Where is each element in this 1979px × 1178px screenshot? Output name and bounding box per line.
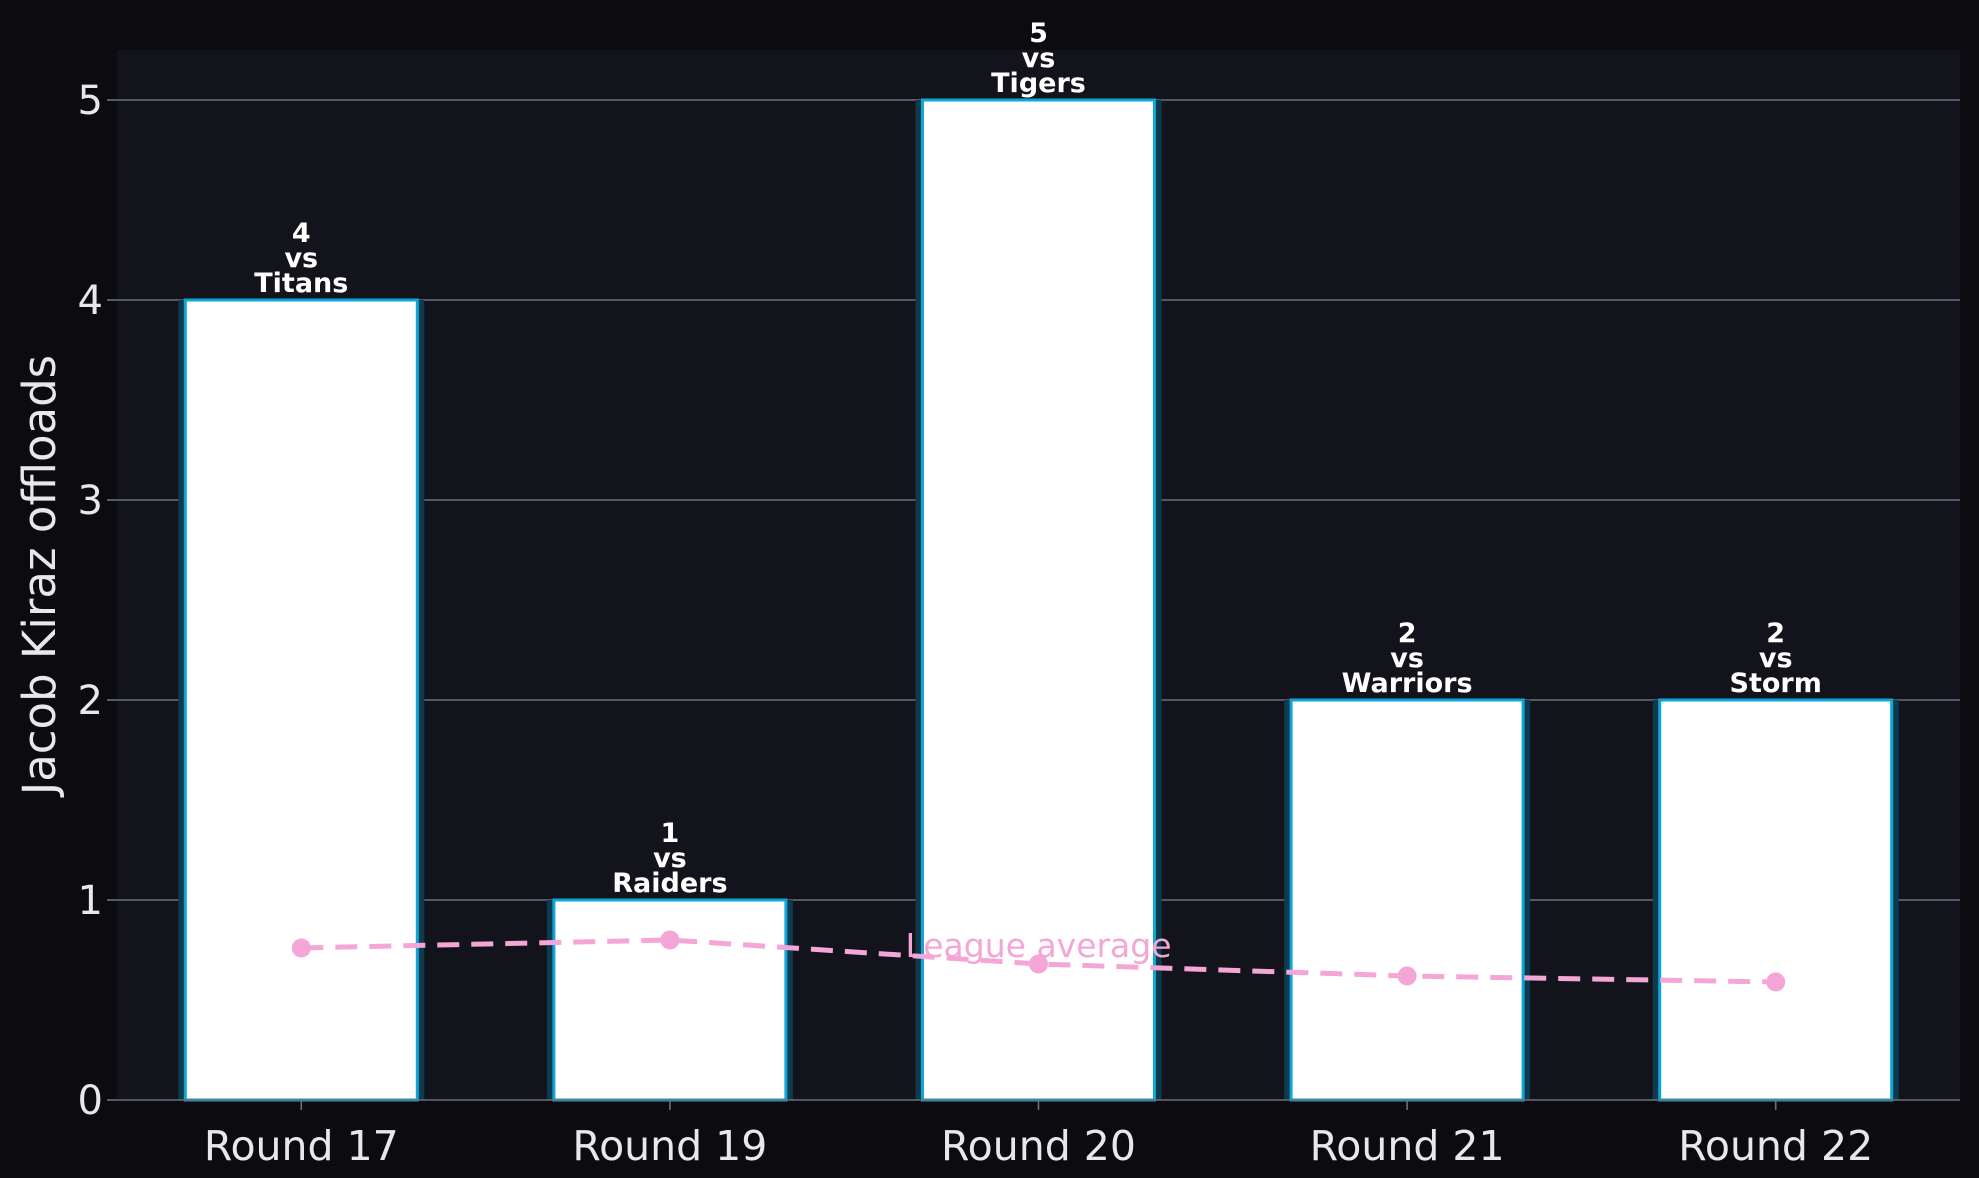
x-tick-label: Round 20 xyxy=(941,1122,1136,1170)
x-tick-label: Round 22 xyxy=(1678,1122,1873,1170)
average-point xyxy=(660,930,680,950)
x-tick-label: Round 21 xyxy=(1310,1122,1505,1170)
average-line xyxy=(301,937,1776,985)
x-tick-label: Round 19 xyxy=(572,1122,767,1170)
data-label: Warriors xyxy=(1342,668,1473,699)
bar xyxy=(1289,698,1525,1102)
bars-layer xyxy=(178,98,1899,1102)
data-label: 2 xyxy=(1766,618,1785,649)
bar xyxy=(1658,698,1894,1102)
data-label: vs xyxy=(284,243,318,274)
x-tick-label: Round 17 xyxy=(204,1122,399,1170)
axis-layer: 0 1 2 3 4 5 Round 17 Round 19 Round 20 Round 21 Ro… xyxy=(78,78,1960,1170)
y-tick-label: 1 xyxy=(78,878,103,924)
y-tick-label: 5 xyxy=(78,78,103,124)
average-point xyxy=(291,938,311,958)
average-line-label: League average xyxy=(905,926,1171,965)
bar xyxy=(921,98,1156,1102)
average-point xyxy=(1029,954,1048,974)
bar xyxy=(552,898,788,1102)
bar xyxy=(183,298,419,1102)
data-label: Titans xyxy=(254,268,348,299)
y-tick-label: 0 xyxy=(78,1078,103,1124)
data-label: vs xyxy=(653,843,687,874)
data-label: vs xyxy=(1759,643,1793,674)
y-tick-label: 3 xyxy=(78,478,103,524)
data-label: vs xyxy=(1022,43,1056,74)
data-label: Tigers xyxy=(991,68,1086,99)
y-axis-label: Jacob Kiraz offloads xyxy=(13,355,66,798)
data-label: 2 xyxy=(1398,618,1417,649)
y-tick-label: 2 xyxy=(78,678,103,724)
data-label: 4 xyxy=(292,218,311,249)
data-label: vs xyxy=(1390,643,1424,674)
average-point xyxy=(1766,972,1786,992)
data-labels-layer: 4vsTitans1vsRaiders5vsTigers2vsWarriors2… xyxy=(254,18,1822,899)
data-label: Storm xyxy=(1730,668,1822,699)
data-label: 5 xyxy=(1029,18,1048,49)
average-point xyxy=(1397,966,1417,986)
data-label: 1 xyxy=(661,818,680,849)
y-tick-label: 4 xyxy=(78,278,103,324)
data-label: Raiders xyxy=(612,868,727,899)
average-line-layer: League average xyxy=(291,926,1786,992)
